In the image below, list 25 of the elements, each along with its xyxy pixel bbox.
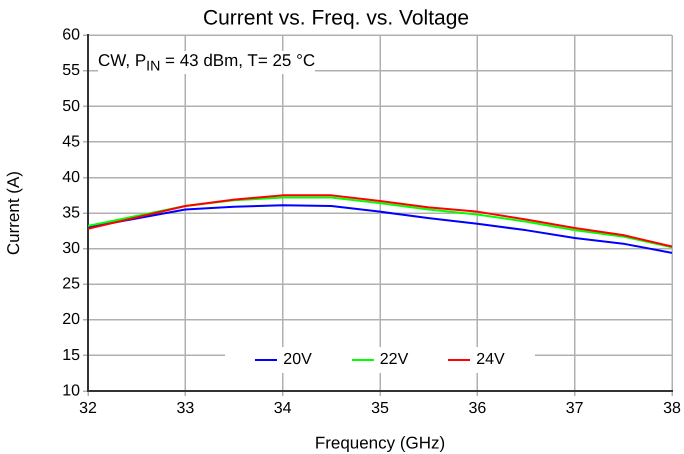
y-tick-label: 20	[62, 311, 80, 328]
legend-label: 22V	[380, 351, 408, 369]
y-tick-label: 40	[62, 168, 80, 186]
y-tick-label: 25	[62, 276, 80, 293]
x-tick-label: 35	[371, 400, 389, 418]
x-tick-label: 32	[79, 400, 97, 418]
y-tick-label: 45	[62, 133, 80, 150]
x-tick-label: 33	[176, 400, 194, 418]
y-tick-label: 55	[62, 62, 80, 80]
y-axis-title: Current (A)	[4, 171, 23, 256]
legend-label: 20V	[283, 351, 312, 369]
x-tick-label: 36	[468, 400, 486, 418]
legend-label: 24V	[476, 351, 505, 369]
y-tick-label: 15	[62, 346, 80, 364]
x-tick-label: 37	[566, 400, 584, 418]
y-tick-label: 60	[62, 26, 80, 44]
x-axis-title: Frequency (GHz)	[314, 433, 446, 452]
y-tick-label: 10	[62, 382, 80, 400]
x-tick-label: 38	[663, 400, 681, 418]
chart-title: Current vs. Freq. vs. Voltage	[202, 6, 470, 30]
y-tick-label: 35	[62, 204, 80, 222]
x-tick-label: 34	[274, 400, 292, 418]
annotation: CW, P$_{IN}$ = 43 dBm, T= 25 °C	[98, 51, 316, 74]
y-tick-label: 30	[62, 240, 80, 258]
y-tick-label: 50	[62, 98, 80, 115]
